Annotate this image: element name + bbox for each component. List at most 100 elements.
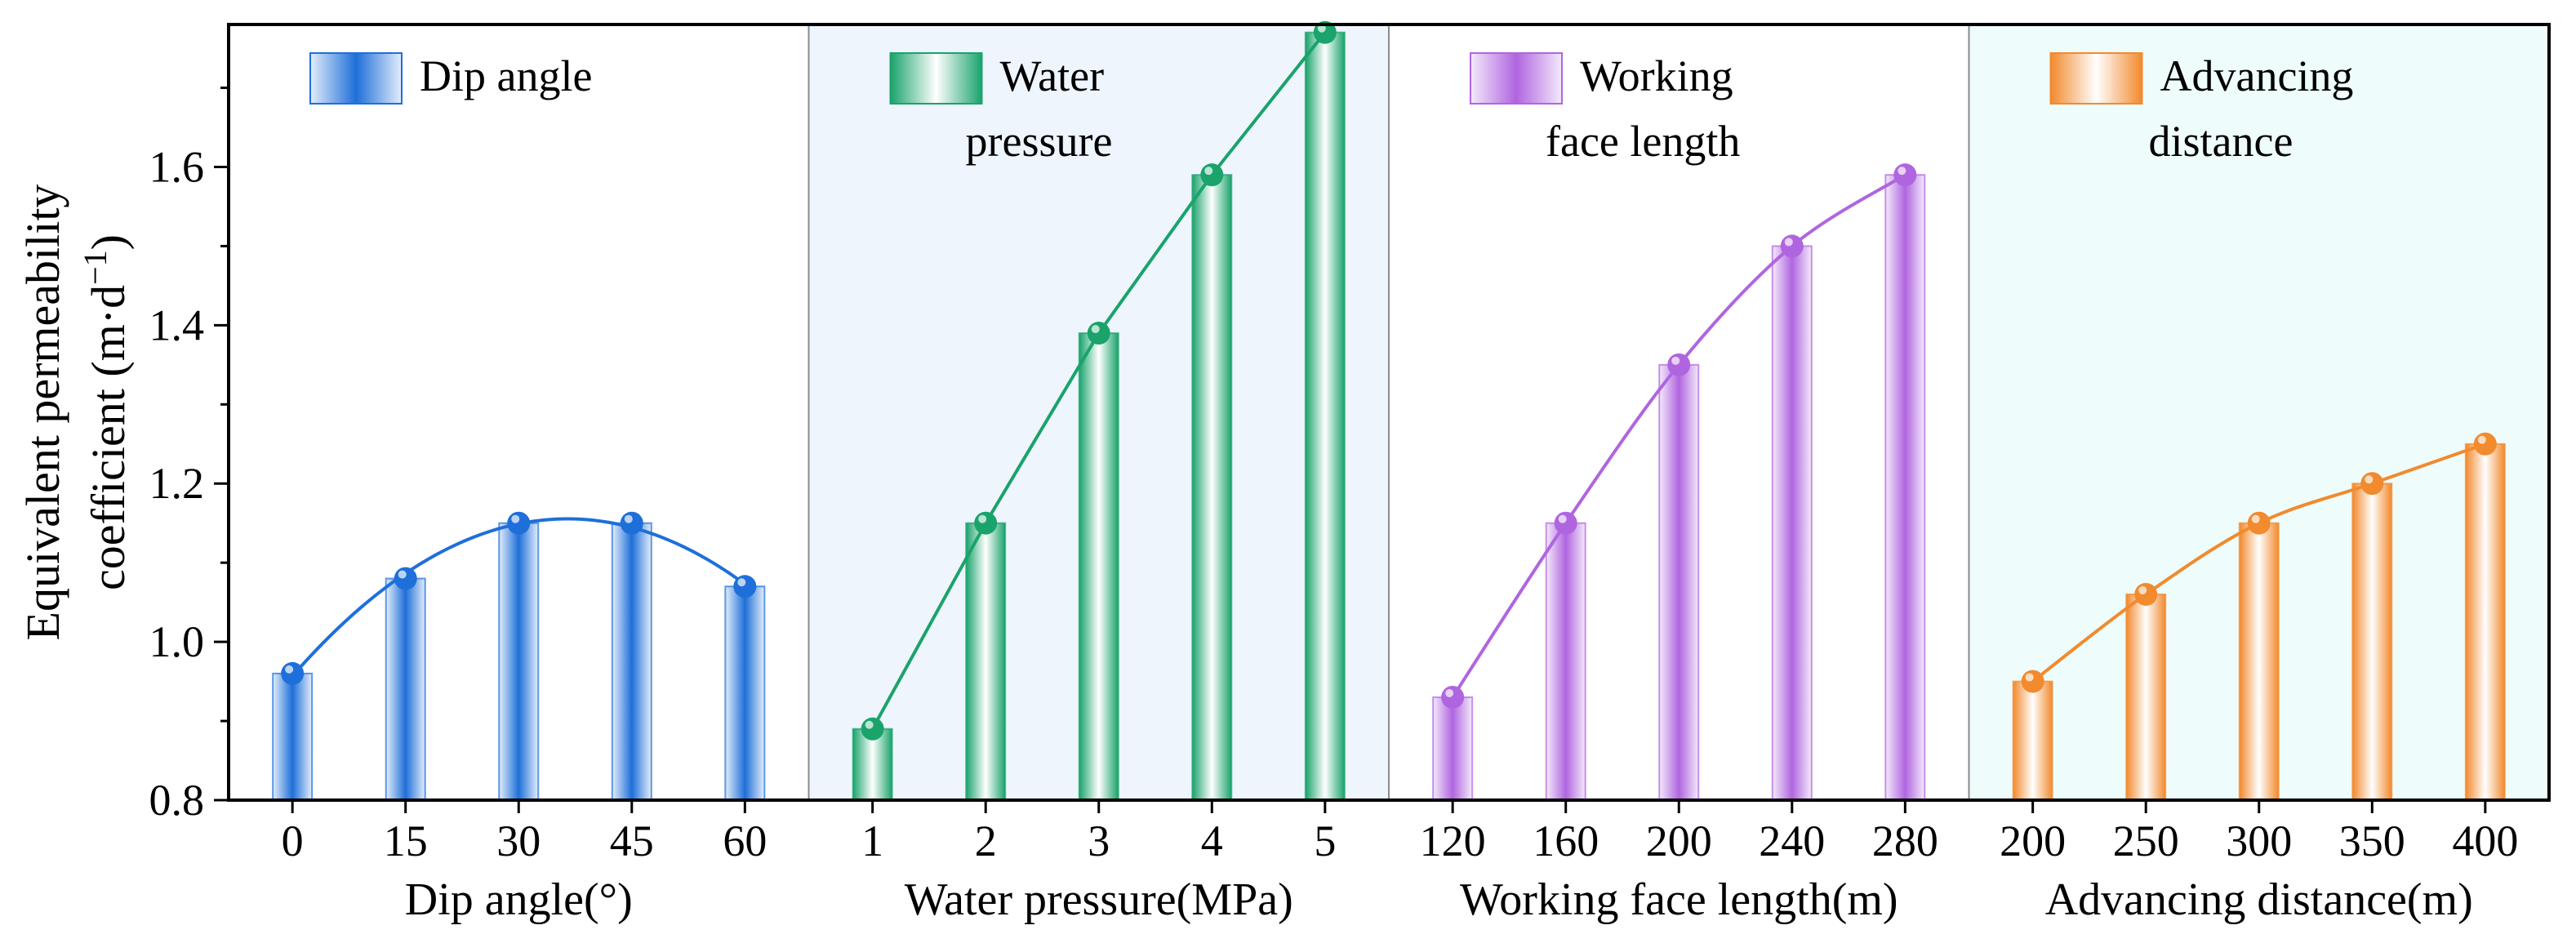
x-tick-label-advance-200: 200	[2000, 816, 2066, 865]
x-tick-label-length-240: 240	[1759, 816, 1825, 865]
x-tick-label-water-5: 5	[1314, 816, 1336, 865]
bar-dip-45	[611, 522, 652, 801]
x-tick-label-dip-15: 15	[384, 816, 428, 865]
point-length-120	[1441, 685, 1465, 709]
x-tick-label-length-120: 120	[1420, 816, 1486, 865]
x-axis-title-advance: Advancing distance(m)	[2045, 874, 2473, 925]
bar-dip-15	[385, 577, 426, 801]
point-highlight-length-240	[1784, 238, 1793, 247]
y-axis-title-line-2: coefficient (m·d−1)	[77, 234, 135, 590]
bar-advance-350	[2351, 483, 2393, 801]
point-advance-350	[2360, 472, 2384, 496]
y-tick-label-1.4: 1.4	[149, 300, 205, 349]
point-length-200	[1667, 353, 1691, 376]
point-highlight-dip-60	[737, 578, 746, 587]
legend-label-length: Working	[1580, 51, 1733, 100]
point-highlight-water-1	[865, 720, 874, 729]
point-advance-300	[2247, 511, 2271, 535]
point-highlight-advance-250	[2138, 585, 2147, 594]
bar-water-5	[1304, 31, 1346, 802]
bar-water-2	[965, 522, 1007, 801]
x-tick-label-advance-400: 400	[2452, 816, 2518, 865]
x-tick-label-dip-30: 30	[496, 816, 541, 865]
point-length-280	[1893, 163, 1917, 187]
point-highlight-length-200	[1671, 356, 1680, 365]
x-tick-label-advance-300: 300	[2226, 816, 2292, 865]
point-highlight-dip-0	[285, 665, 294, 674]
point-advance-250	[2134, 582, 2158, 606]
legend-swatch-water	[889, 52, 983, 105]
x-tick-label-dip-0: 0	[282, 816, 304, 865]
point-highlight-water-5	[1317, 24, 1326, 33]
point-water-3	[1087, 322, 1110, 345]
bar-length-160	[1545, 522, 1586, 801]
point-dip-30	[507, 511, 531, 535]
point-highlight-water-4	[1204, 167, 1213, 176]
legend-layer: Dip angle Water pressure Working face length…	[309, 51, 2353, 166]
point-dip-15	[394, 567, 417, 590]
bars-layer	[272, 31, 2506, 802]
point-highlight-dip-15	[398, 570, 407, 579]
x-tick-label-water-4: 4	[1201, 816, 1223, 865]
legend-swatch-advance	[2049, 52, 2143, 105]
y-tick-label-1.6: 1.6	[149, 142, 205, 191]
point-highlight-advance-400	[2477, 435, 2486, 444]
point-length-160	[1554, 511, 1577, 535]
x-tick-label-advance-350: 350	[2339, 816, 2405, 865]
point-dip-60	[733, 575, 757, 598]
y-axis-title: Equivalent permeability coefficient (m·d−…	[16, 185, 135, 641]
legend-label-water: pressure	[966, 117, 1113, 166]
x-tick-label-water-2: 2	[975, 816, 997, 865]
point-highlight-advance-300	[2251, 514, 2260, 523]
y-tick-label-1.0: 1.0	[149, 617, 205, 666]
point-length-240	[1780, 234, 1804, 258]
bar-length-200	[1658, 363, 1700, 801]
legend-swatch-length	[1470, 52, 1563, 105]
point-highlight-length-120	[1445, 688, 1454, 697]
legend-label-advance: distance	[2149, 117, 2293, 166]
point-highlight-length-280	[1898, 167, 1906, 176]
x-axis-title-dip: Dip angle(°)	[405, 874, 633, 925]
point-water-1	[861, 717, 884, 741]
plot-frame	[227, 23, 2551, 802]
x-tick-label-dip-60: 60	[723, 816, 767, 865]
points-layer	[281, 20, 2497, 741]
bar-advance-200	[2012, 680, 2053, 802]
bar-water-4	[1191, 174, 1233, 802]
bar-advance-300	[2238, 522, 2280, 801]
x-tick-label-advance-250: 250	[2113, 816, 2179, 865]
x-tick-label-dip-45: 45	[610, 816, 654, 865]
point-highlight-dip-45	[624, 514, 633, 523]
bar-dip-30	[498, 522, 540, 801]
x-tick-label-length-160: 160	[1533, 816, 1599, 865]
point-dip-0	[281, 661, 305, 685]
point-highlight-advance-200	[2025, 673, 2034, 682]
bar-length-280	[1884, 174, 1926, 802]
bar-dip-0	[272, 672, 314, 801]
point-advance-200	[2021, 670, 2044, 693]
legend-label-water: Water	[1000, 51, 1105, 100]
legend-label-dip: Dip angle	[420, 51, 592, 100]
y-axis-title-line-1: Equivalent permeability	[16, 185, 69, 641]
point-highlight-dip-30	[511, 514, 520, 523]
bar-length-240	[1771, 245, 1813, 801]
point-advance-400	[2473, 432, 2497, 456]
point-highlight-water-3	[1091, 325, 1100, 334]
bar-water-3	[1078, 332, 1119, 801]
point-highlight-water-2	[978, 514, 987, 523]
x-tick-label-water-3: 3	[1088, 816, 1110, 865]
point-dip-45	[620, 511, 643, 535]
y-tick-label-1.2: 1.2	[149, 459, 205, 508]
x-axis-title-length: Working face length(m)	[1460, 874, 1898, 925]
bar-advance-250	[2125, 593, 2167, 801]
legend-swatch-dip	[309, 52, 403, 105]
point-water-2	[974, 511, 998, 535]
legend-label-length: face length	[1546, 117, 1740, 166]
x-axis-title-water: Water pressure(MPa)	[905, 874, 1293, 925]
bar-length-120	[1432, 696, 1474, 802]
x-tick-label-water-1: 1	[861, 816, 883, 865]
bar-advance-400	[2464, 443, 2506, 801]
point-highlight-length-160	[1558, 514, 1567, 523]
